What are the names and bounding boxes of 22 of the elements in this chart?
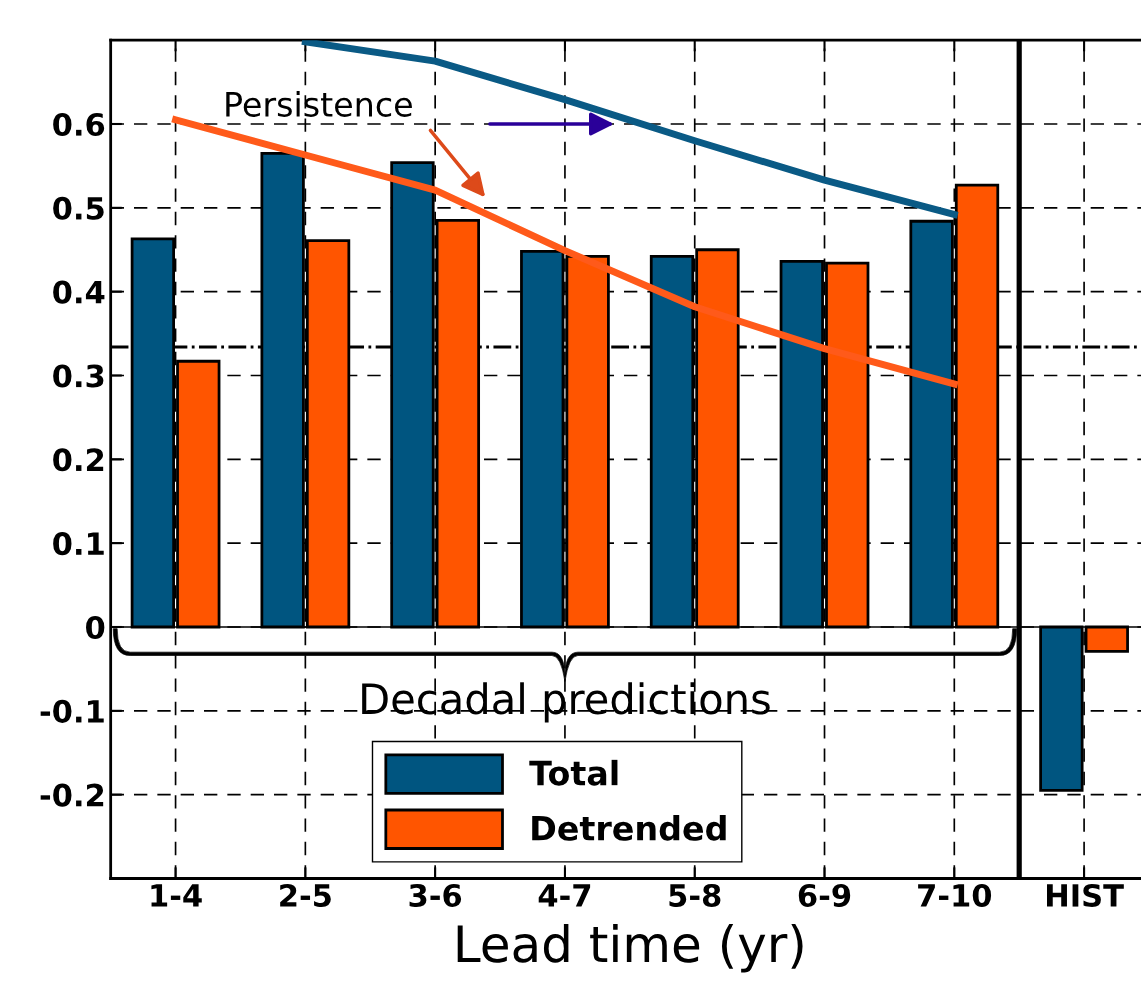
y-tick-label: 0.4	[53, 280, 105, 304]
y-tick-label: 0.5	[53, 196, 104, 220]
x-tick-label: 7-10	[918, 883, 992, 908]
x-tick-label: 3-6	[409, 883, 462, 908]
x-tick-label: 1-4	[151, 884, 202, 907]
y-tick-label: 0.2	[53, 448, 104, 472]
annotation: Persistence	[226, 91, 412, 117]
y-tick-label: 0	[86, 615, 105, 640]
y-tick-label: 0.1	[53, 532, 104, 556]
y-tick-label: 0.3	[53, 364, 104, 388]
x-tick-label: 2-5	[280, 883, 331, 908]
x-tick-label: 6-9	[798, 883, 851, 908]
legend-label: Detrended	[532, 815, 726, 841]
x-tick-label: 5-8	[669, 883, 721, 908]
y-tick-label: 0.6	[53, 112, 105, 137]
y-tick-label: -0.2	[40, 783, 104, 807]
x-tick-label: HIST	[1047, 883, 1124, 908]
x-tick-label: 4-7	[538, 884, 591, 907]
annotation: Decadal predictions	[362, 682, 770, 723]
legend-label: Total	[529, 759, 618, 786]
x-axis-title: Lead time (yr)	[457, 924, 803, 973]
y-tick-label: -0.1	[40, 699, 104, 723]
